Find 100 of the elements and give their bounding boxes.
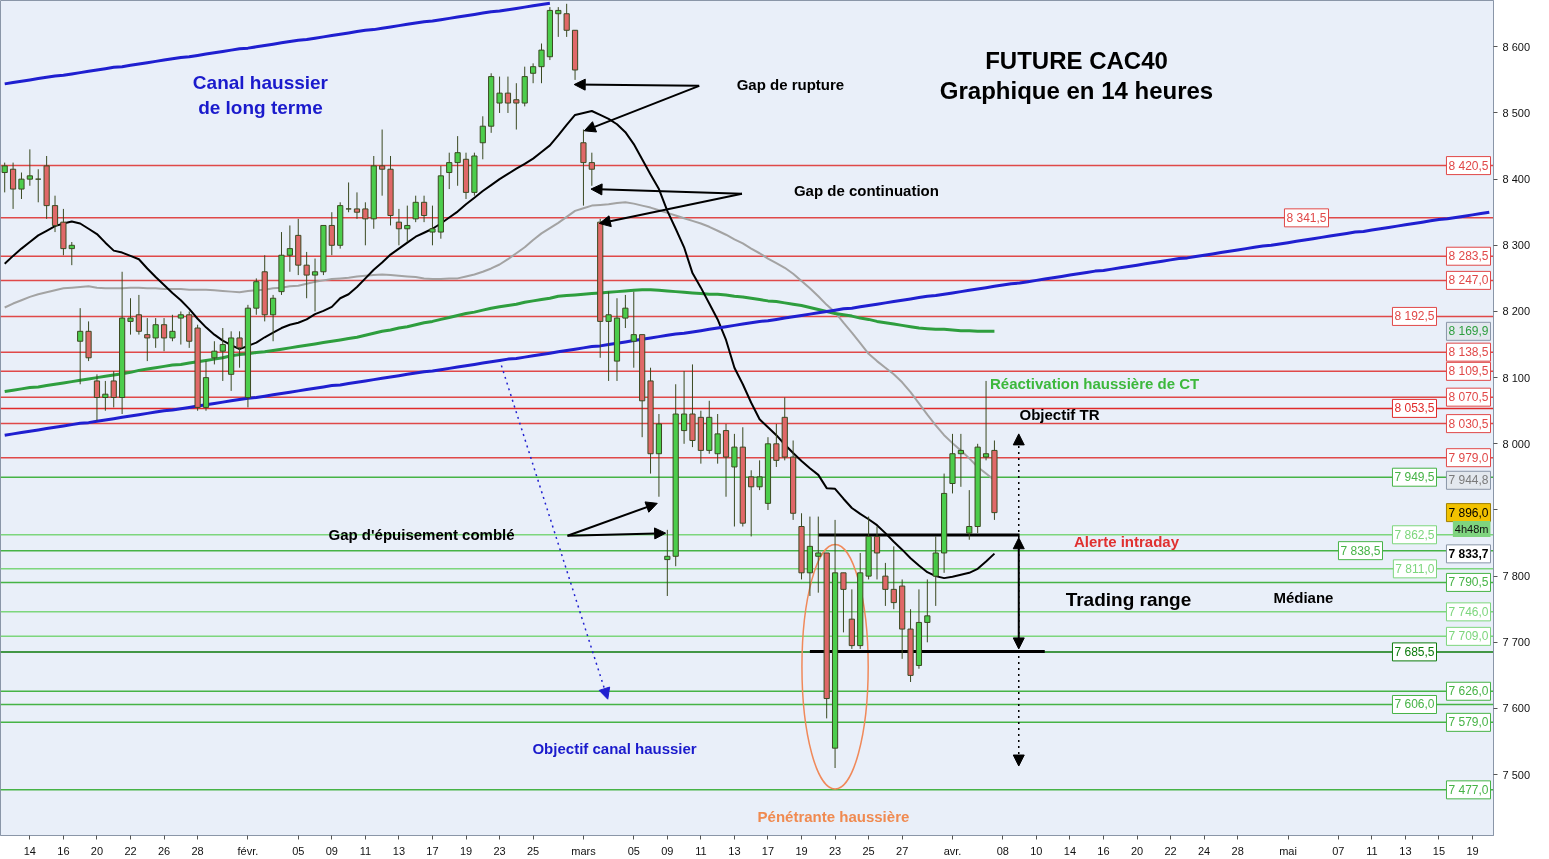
candlestick — [77, 307, 84, 385]
ref-line-label: 7 746,0 — [1448, 604, 1489, 619]
ref-line-label: 7 626,0 — [1448, 684, 1489, 699]
x-tick-label: 28 — [191, 844, 204, 857]
candlestick — [538, 43, 545, 84]
x-tick-label: 19 — [459, 844, 473, 857]
candlestick — [731, 433, 738, 528]
x-tick-label: 07 — [1332, 844, 1345, 857]
x-tick-label: 25 — [862, 844, 875, 857]
ref-line-label: 8 138,5 — [1448, 345, 1489, 360]
candlestick — [395, 208, 403, 246]
x-tick-label: 20 — [90, 844, 104, 857]
x-tick-label: 23 — [493, 844, 506, 857]
annotation: Médiane — [1273, 589, 1334, 607]
ref-line-label: 7 709,0 — [1448, 629, 1489, 644]
candlestick — [882, 562, 889, 607]
candlestick — [303, 251, 310, 299]
candlestick — [932, 535, 939, 607]
annotation: 4h48m — [1454, 523, 1489, 536]
ref-line-label: 8 053,5 — [1394, 401, 1435, 416]
x-tick-label: 13 — [728, 844, 741, 857]
ref-line-label: 7 862,5 — [1394, 527, 1435, 542]
x-tick-label: mai — [1279, 844, 1297, 857]
candlestick — [412, 195, 419, 223]
candlestick — [622, 294, 629, 329]
ref-line-label: 8 109,5 — [1448, 364, 1489, 379]
candlestick — [311, 258, 319, 312]
candlestick — [748, 469, 755, 537]
candlestick — [26, 148, 33, 187]
annotation: Alerte intraday — [1074, 533, 1180, 551]
x-tick-label: 09 — [325, 844, 338, 857]
y-tick-label: 7 600 — [1502, 702, 1531, 715]
x-tick-label: mars — [571, 844, 597, 857]
candlestick — [328, 211, 335, 256]
annotation: Gap de continuation — [793, 182, 939, 200]
annotation: Réactivation haussière de CT — [989, 374, 1200, 392]
x-tick-label: 26 — [157, 844, 171, 857]
x-tick-label: 16 — [1097, 844, 1110, 857]
ref-line-label: 7 979,0 — [1448, 450, 1489, 465]
candlestick — [924, 578, 931, 643]
candlestick — [219, 327, 226, 382]
annotation: Objectif canal haussier — [532, 739, 697, 757]
y-tick-label: 8 100 — [1502, 371, 1531, 384]
candlestick — [957, 433, 964, 488]
candlestick — [680, 370, 688, 445]
x-tick-label: 17 — [426, 844, 439, 857]
ref-line-label: 7 606,0 — [1394, 697, 1435, 712]
ref-line-label: 7 685,5 — [1394, 644, 1435, 659]
y-tick-label: 8 300 — [1502, 239, 1531, 252]
annotation: 7 944,8 — [1448, 473, 1489, 488]
candlestick — [580, 129, 587, 207]
candlestick — [454, 135, 461, 187]
text: FUTURE CAC40 — [985, 46, 1168, 74]
ref-line-label: 7 949,5 — [1394, 470, 1435, 485]
x-tick-label: 23 — [828, 844, 842, 857]
ref-line-label: 8 283,5 — [1448, 249, 1489, 264]
y-tick-label: 8 000 — [1502, 437, 1531, 450]
x-tick-label: 05 — [292, 844, 305, 857]
candlestick — [9, 162, 17, 210]
x-tick-label: 05 — [627, 844, 640, 857]
candlestick — [420, 195, 428, 223]
x-tick-label: 24 — [1198, 844, 1211, 857]
y-tick-label: 7 700 — [1502, 636, 1531, 649]
y-tick-label: 8 600 — [1502, 40, 1531, 53]
x-tick-label: 20 — [1130, 844, 1144, 857]
annotation: Trading range — [1065, 588, 1192, 610]
candlestick — [353, 191, 361, 220]
candlestick — [169, 314, 176, 342]
candlestick — [18, 172, 25, 200]
x-tick-label: avr. — [943, 844, 962, 857]
x-tick-label: 28 — [1231, 844, 1244, 857]
x-tick-label: 14 — [1063, 844, 1077, 857]
y-tick-label: 8 400 — [1502, 173, 1531, 186]
candlestick — [873, 526, 881, 580]
candlestick — [756, 459, 763, 491]
candlestick — [379, 129, 386, 197]
candlestick — [1, 162, 8, 193]
x-tick-label: 11 — [695, 844, 707, 857]
candlestick — [504, 76, 512, 114]
ref-line-label: 8 070,5 — [1448, 390, 1489, 405]
x-tick-label: 19 — [795, 844, 808, 857]
annotation: Gap d'épuisement comblé — [328, 525, 515, 543]
y-tick-label: 7 800 — [1502, 570, 1531, 583]
x-tick-label: 16 — [57, 844, 70, 857]
x-tick-label: 09 — [661, 844, 674, 857]
ref-line-label: 8 030,5 — [1448, 416, 1489, 431]
ref-line-label: 8 247,0 — [1448, 273, 1489, 288]
ref-line-label: 7 811,0 — [1395, 561, 1435, 576]
candlestick — [404, 205, 411, 243]
candlestick — [890, 545, 897, 610]
ref-line-label: 7 579,0 — [1448, 715, 1489, 730]
annotation: 7 896,0 — [1448, 505, 1489, 520]
candlestick — [496, 76, 503, 114]
candlestick — [270, 294, 277, 342]
ref-line-label: 8 420,5 — [1448, 158, 1489, 173]
x-tick-label: 22 — [1164, 844, 1177, 857]
y-tick-label: 8 200 — [1502, 305, 1531, 318]
x-tick-label: 22 — [124, 844, 137, 857]
x-tick-label: 13 — [1399, 844, 1412, 857]
x-tick-label: 13 — [392, 844, 406, 857]
